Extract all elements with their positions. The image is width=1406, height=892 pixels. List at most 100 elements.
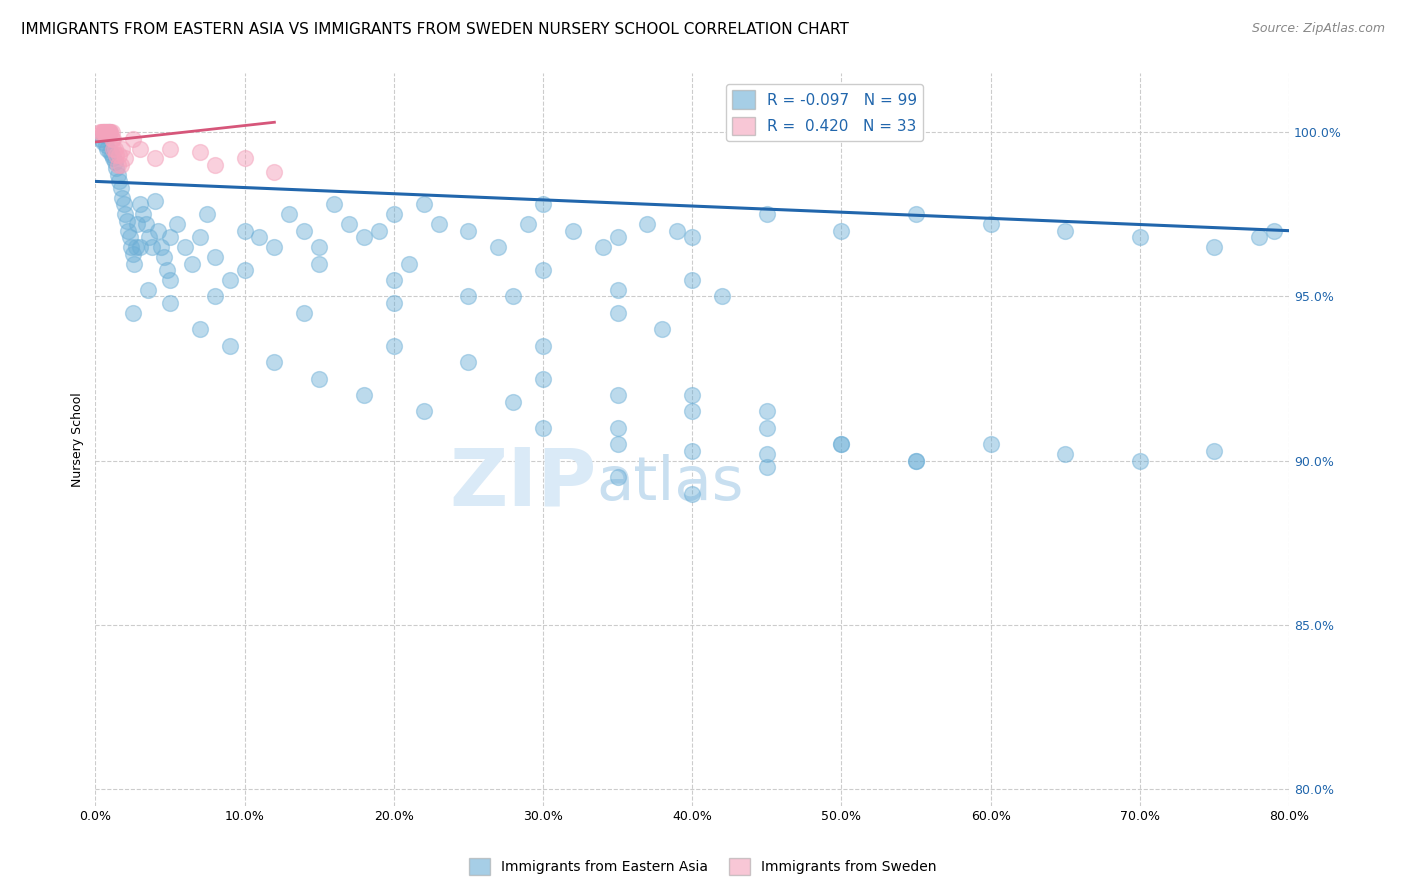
Point (138, 230, 160, 244)
Point (636, 217, 658, 231)
Point (100, 148, 122, 162)
Point (135, 217, 157, 231)
Point (278, 207, 301, 221)
Point (1204, 240, 1226, 254)
Point (681, 273, 703, 287)
Point (606, 437, 628, 451)
Point (263, 164, 285, 178)
Point (141, 240, 163, 254)
Point (104, 154, 127, 169)
Point (382, 207, 405, 221)
Point (606, 230, 628, 244)
Point (1249, 230, 1271, 244)
Point (114, 152, 136, 166)
Point (218, 273, 240, 287)
Point (755, 421, 778, 435)
Point (103, 152, 125, 166)
Point (204, 289, 226, 303)
Point (127, 217, 149, 231)
Point (681, 443, 703, 458)
Point (681, 388, 703, 402)
Point (308, 371, 330, 385)
Point (830, 224, 852, 238)
Point (367, 224, 389, 238)
Point (112, 197, 135, 211)
Point (233, 224, 256, 238)
Point (233, 263, 256, 277)
Point (129, 197, 152, 211)
Point (1204, 443, 1226, 458)
Point (681, 486, 703, 500)
Point (980, 217, 1002, 231)
Point (108, 148, 131, 162)
Point (156, 263, 179, 277)
Point (830, 437, 852, 451)
Point (531, 371, 554, 385)
Point (382, 339, 405, 353)
Point (153, 250, 176, 264)
Point (249, 230, 271, 244)
Point (98, 125, 121, 139)
Point (166, 217, 188, 231)
Point (457, 289, 479, 303)
Point (204, 158, 226, 172)
Point (905, 453, 928, 467)
Point (531, 197, 554, 211)
Point (91, 125, 114, 139)
Point (97, 125, 120, 139)
Point (97, 125, 120, 139)
Point (263, 355, 285, 369)
Point (681, 404, 703, 418)
Point (97, 125, 120, 139)
Point (93, 125, 115, 139)
Point (120, 240, 142, 254)
Point (427, 217, 450, 231)
Point (905, 207, 928, 221)
Point (188, 230, 211, 244)
Point (531, 421, 554, 435)
Point (146, 224, 169, 238)
Point (233, 152, 256, 166)
Point (93, 128, 115, 143)
Point (118, 230, 141, 244)
Point (91, 135, 114, 149)
Point (755, 207, 778, 221)
Legend: Immigrants from Eastern Asia, Immigrants from Sweden: Immigrants from Eastern Asia, Immigrants… (464, 853, 942, 880)
Point (681, 230, 703, 244)
Point (382, 273, 405, 287)
Point (1054, 447, 1077, 461)
Point (711, 289, 734, 303)
Point (124, 240, 146, 254)
Point (292, 224, 315, 238)
Point (755, 404, 778, 418)
Y-axis label: Nursery School: Nursery School (72, 392, 84, 487)
Point (110, 158, 132, 172)
Point (755, 460, 778, 475)
Point (159, 230, 181, 244)
Point (1263, 224, 1285, 238)
Point (129, 240, 152, 254)
Point (606, 306, 628, 320)
Point (98, 145, 121, 159)
Point (1129, 453, 1152, 467)
Point (90, 125, 112, 139)
Point (486, 240, 509, 254)
Point (96, 125, 118, 139)
Point (110, 181, 132, 195)
Point (100, 131, 122, 145)
Point (100, 125, 122, 139)
Legend: R = -0.097   N = 99, R =  0.420   N = 33: R = -0.097 N = 99, R = 0.420 N = 33 (725, 84, 924, 142)
Point (1129, 230, 1152, 244)
Point (606, 283, 628, 297)
Point (103, 131, 125, 145)
Point (94, 138, 117, 153)
Point (292, 306, 315, 320)
Point (103, 142, 125, 156)
Text: Source: ZipAtlas.com: Source: ZipAtlas.com (1251, 22, 1385, 36)
Point (159, 273, 181, 287)
Point (218, 339, 240, 353)
Point (89, 125, 111, 139)
Point (531, 339, 554, 353)
Point (353, 388, 375, 402)
Point (136, 283, 159, 297)
